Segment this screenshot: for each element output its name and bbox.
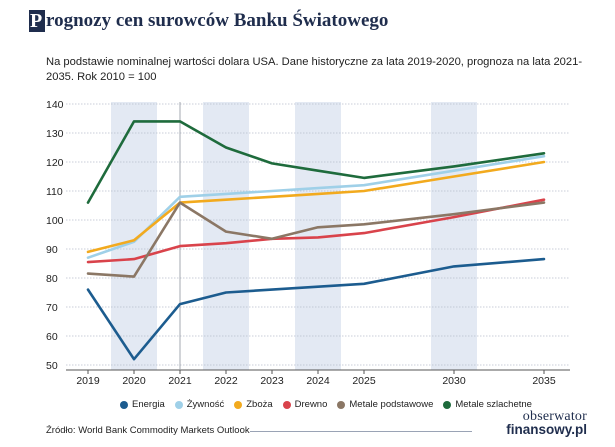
series-line-energia <box>86 257 546 361</box>
x-tick-label: 2022 <box>214 375 238 387</box>
legend-item: Żywność <box>174 399 225 410</box>
series-line-zboża <box>86 160 546 254</box>
legend-marker <box>234 400 243 409</box>
x-tick-label: 2019 <box>76 375 100 387</box>
series-line-metale-podstawowe <box>86 201 546 278</box>
legend-label: Zboża <box>246 399 273 410</box>
chart-subtitle: Na podstawie nominalnej wartości dolara … <box>46 56 583 83</box>
legend-marker <box>337 400 346 409</box>
x-tick-label: 2035 <box>532 375 556 387</box>
title-text: rognozy cen surowców Banku Światowego <box>46 10 389 31</box>
y-tick-label: 60 <box>46 331 58 343</box>
logo-line1: obserwator <box>522 409 587 424</box>
y-tick-label: 100 <box>46 215 64 227</box>
y-tick-label: 110 <box>46 186 63 198</box>
y-tick-label: 120 <box>46 157 64 169</box>
x-tick-label: 2024 <box>306 375 330 387</box>
y-tick-label: 80 <box>46 273 58 285</box>
y-tick-label: 50 <box>46 360 58 372</box>
x-tick-label: 2020 <box>122 375 146 387</box>
legend-item: Metale szlachetne <box>443 399 532 410</box>
x-tick-label: 2025 <box>352 375 376 387</box>
legend-marker <box>443 400 452 409</box>
legend-item: Drewno <box>282 399 328 410</box>
y-tick-label: 140 <box>46 99 64 111</box>
legend-marker <box>174 400 183 409</box>
footer-divider <box>250 431 472 432</box>
x-tick-label: 2023 <box>260 375 284 387</box>
legend-label: Drewno <box>294 399 328 410</box>
legend-marker <box>120 400 128 409</box>
brand-logo: obserwator finansowy.pl <box>477 409 587 437</box>
legend-label: Metale podstawowe <box>349 399 434 410</box>
legend-label: Żywność <box>186 399 225 410</box>
source-note: Źródło: World Bank Commodity Markets Out… <box>46 425 250 436</box>
legend-item: Energia <box>120 399 165 410</box>
legend-item: Zboża <box>234 399 273 410</box>
y-tick-label: 90 <box>46 244 58 256</box>
shaded-column <box>111 102 157 370</box>
legend-marker <box>282 400 291 409</box>
chart-legend: Energia Żywność Zboża Drewno Metale podstawo… <box>120 399 532 410</box>
legend-item: Metale podstawowe <box>337 399 433 410</box>
legend-label: Metale szlachetne <box>455 399 532 410</box>
legend-label: Energia <box>132 399 165 410</box>
series-line-metale-szlachetne <box>86 120 546 204</box>
logo-line2: finansowy.pl <box>506 422 587 437</box>
y-tick-label: 130 <box>46 128 64 140</box>
y-tick-label: 70 <box>46 302 58 314</box>
shaded-column <box>203 102 249 370</box>
title-initial-box: P <box>29 10 45 32</box>
x-tick-label: 2030 <box>442 375 466 387</box>
shaded-column <box>431 102 477 370</box>
x-tick-label: 2021 <box>168 375 192 387</box>
